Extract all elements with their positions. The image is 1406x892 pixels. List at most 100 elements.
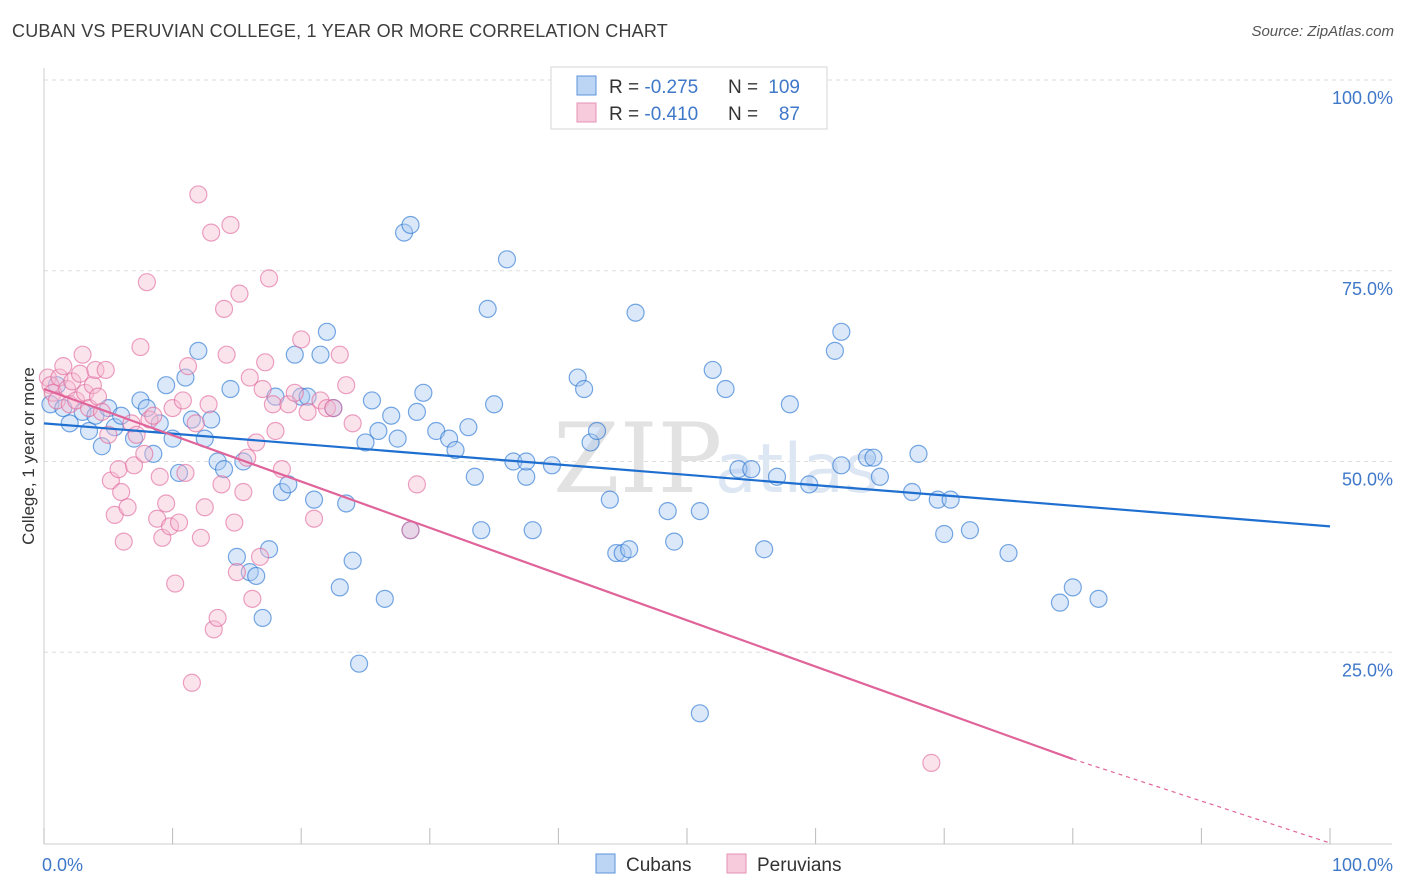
cubans-trend-line <box>43 422 1331 528</box>
legend-label-cubans: Cubans <box>626 855 692 876</box>
cubans-point <box>459 418 478 437</box>
legend-n-value: 109 <box>768 77 800 98</box>
cubans-point <box>485 395 504 414</box>
peruvians-point <box>922 753 941 772</box>
cubans-point <box>909 444 928 463</box>
cubans-point <box>665 532 684 551</box>
peruvians-point <box>163 398 182 418</box>
cubans-point <box>214 460 234 479</box>
peruvians-point <box>324 398 343 418</box>
legend-r-label: R = <box>609 77 644 98</box>
peruvians-point <box>54 357 73 376</box>
y-tick-label: 100.0% <box>1332 88 1393 108</box>
cubans-point <box>690 501 709 521</box>
cubans-point <box>825 341 844 360</box>
cubans-point <box>407 402 427 422</box>
peruvians-point <box>238 448 257 467</box>
peruvians-point <box>304 509 324 528</box>
cubans-point <box>587 421 607 441</box>
legend-label-peruvians: Peruvians <box>757 855 842 876</box>
peruvians-point <box>263 395 283 414</box>
cubans-point <box>388 429 407 448</box>
peruvians-point <box>217 345 236 364</box>
peruvians-point <box>199 395 218 414</box>
peruvians-point <box>176 463 195 483</box>
cubans-point <box>247 566 266 586</box>
peruvians-point <box>186 414 205 433</box>
peruvians-point <box>279 395 298 414</box>
legend-swatch-cubans <box>595 853 616 874</box>
peruvians-point <box>182 673 201 692</box>
cubans-point <box>620 540 639 559</box>
cubans-point <box>439 429 459 448</box>
cubans-point <box>999 543 1018 563</box>
cubans-point <box>600 490 619 509</box>
svg-text:109: 109 <box>768 77 800 98</box>
cubans-point <box>857 448 877 467</box>
peruvians-point <box>109 460 128 479</box>
cubans-point <box>349 654 369 673</box>
peruvians-point <box>227 563 246 582</box>
svg-text:N =: N = <box>728 77 758 98</box>
peruvians-point <box>204 620 223 639</box>
legend-n-label: N = <box>728 77 758 98</box>
cubans-point <box>157 376 176 395</box>
legend-r-label: R = <box>609 104 644 125</box>
peruvians-point <box>96 360 115 380</box>
cubans-point <box>202 410 221 429</box>
peruvians-trend-line <box>43 387 1074 761</box>
cubans-point <box>79 421 99 441</box>
cubans-point <box>742 460 761 479</box>
cubans-point <box>369 421 388 441</box>
cubans-point <box>414 383 433 402</box>
cubans-point <box>941 490 960 509</box>
peruvians-point <box>86 360 105 380</box>
source-label: Source: ZipAtlas.com <box>1251 23 1394 40</box>
cubans-point <box>568 368 587 387</box>
cubans-point <box>1063 578 1082 597</box>
cubans-point <box>272 482 292 502</box>
y-tick-label: 75.0% <box>1342 279 1393 299</box>
peruvians-point <box>285 383 304 402</box>
chart-title: CUBAN VS PERUVIAN COLLEGE, 1 YEAR OR MOR… <box>12 21 668 41</box>
cubans-point <box>375 589 394 608</box>
peruvians-point <box>317 398 337 418</box>
legend-swatch-pink <box>576 102 597 123</box>
peruvians-point <box>253 379 272 399</box>
peruvians-point <box>221 215 240 235</box>
peruvians-point <box>169 513 189 532</box>
peruvians-point <box>173 391 192 410</box>
peruvians-point <box>250 547 270 566</box>
peruvians-trend-extension <box>1072 758 1331 844</box>
cubans-point <box>343 551 362 570</box>
peruvians-point <box>259 269 279 288</box>
peruvians-point <box>292 330 311 349</box>
peruvians-point <box>202 223 221 242</box>
legend-n-label: N = <box>728 104 758 125</box>
peruvians-point <box>73 345 92 364</box>
cubans-point <box>285 345 304 364</box>
legend-n-value: 87 <box>779 104 800 125</box>
peruvians-point <box>127 425 146 444</box>
peruvians-point <box>157 494 176 513</box>
cubans-point <box>356 433 375 452</box>
peruvians-point <box>124 456 144 475</box>
peruvians-point <box>214 299 234 318</box>
peruvians-point <box>343 414 362 433</box>
cubans-point <box>446 440 465 460</box>
peruvians-point <box>112 482 131 502</box>
peruvians-point <box>135 444 154 463</box>
cubans-point <box>755 540 774 559</box>
peruvians-point <box>212 475 231 494</box>
svg-text:87: 87 <box>779 104 800 125</box>
axes <box>43 68 1392 845</box>
peruvians-point <box>234 482 253 502</box>
cubans-point <box>176 368 195 387</box>
cubans-point <box>227 547 246 566</box>
peruvians-point <box>63 372 82 391</box>
peruvians-point <box>114 532 133 551</box>
cubans-point <box>253 608 272 628</box>
cubans-point <box>304 490 324 509</box>
cubans-point <box>311 345 330 364</box>
